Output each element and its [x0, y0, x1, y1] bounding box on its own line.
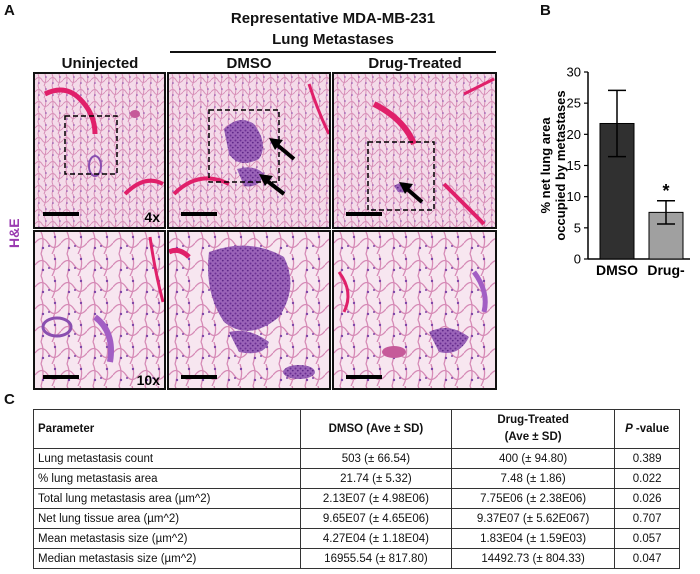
cell-p-value: 0.047	[614, 548, 680, 569]
y-tick-label: 25	[567, 96, 581, 111]
figure-title-line2: Lung Metastases	[272, 31, 394, 48]
cell-drug-treated: 9.37E07 (± 5.62E067)	[450, 508, 616, 529]
cell-parameter: Net lung tissue area (µm^2)	[33, 508, 301, 529]
cell-drug-treated: 7.75E06 (± 2.38E06)	[450, 488, 616, 509]
cell-dmso: 503 (± 66.54)	[299, 448, 452, 469]
panel-label-b: B	[540, 2, 551, 19]
micrograph-dmso-4x	[167, 72, 331, 229]
parameters-table: Parameter DMSO (Ave ± SD) Drug-Treated (…	[33, 409, 680, 569]
y-tick-label: 5	[574, 220, 581, 235]
cell-dmso: 16955.54 (± 817.80)	[299, 548, 452, 569]
cell-parameter: Mean metastasis size (µm^2)	[33, 528, 301, 549]
y-tick-label: 15	[567, 158, 581, 173]
header-dmso: DMSO (Ave ± SD)	[299, 409, 452, 449]
y-tick-label: 0	[574, 252, 581, 267]
scale-bar	[181, 212, 217, 216]
x-tick-label: Treated	[641, 277, 691, 280]
scale-bar	[43, 375, 79, 379]
micrograph-drug-treated-10x	[332, 230, 497, 390]
table-row: Median metastasis size (µm^2) 16955.54 (±…	[33, 548, 680, 569]
cell-drug-treated: 1.83E04 (± 1.59E03)	[450, 528, 616, 549]
column-header-uninjected: Uninjected	[61, 55, 139, 72]
stain-label-he: H&E	[6, 218, 22, 248]
cell-dmso: 9.65E07 (± 4.65E06)	[299, 508, 452, 529]
magnification-label-4x: 4x	[144, 209, 160, 225]
significance-marker: *	[662, 181, 669, 201]
x-tick-label: DMSO	[596, 262, 638, 278]
cell-parameter: % lung metastasis area	[33, 468, 301, 489]
cell-drug-treated: 400 (± 94.80)	[450, 448, 616, 469]
cell-p-value: 0.057	[614, 528, 680, 549]
table-row: Total lung metastasis area (µm^2) 2.13E07…	[33, 488, 680, 509]
scale-bar	[181, 375, 217, 379]
cell-parameter: Total lung metastasis area (µm^2)	[33, 488, 301, 509]
magnification-label-10x: 10x	[136, 372, 160, 388]
arrow-icon	[399, 182, 424, 204]
column-header-drug-treated: Drug-Treated	[368, 55, 462, 72]
arrow-icon	[269, 138, 296, 161]
cell-p-value: 0.707	[614, 508, 680, 529]
cell-p-value: 0.026	[614, 488, 680, 509]
header-parameter: Parameter	[33, 409, 301, 449]
cell-parameter: Lung metastasis count	[33, 448, 301, 469]
micrograph-drug-treated-4x	[332, 72, 497, 229]
table-header-row: Parameter DMSO (Ave ± SD) Drug-Treated (…	[33, 409, 680, 449]
cell-p-value: 0.389	[614, 448, 680, 469]
table-row: Net lung tissue area (µm^2) 9.65E07 (± 4.…	[33, 508, 680, 529]
cell-drug-treated: 7.48 (± 1.86)	[450, 468, 616, 489]
panel-label-a: A	[4, 2, 15, 19]
header-p-value: P -value	[614, 409, 680, 449]
header-p-rest: -value	[632, 422, 670, 435]
cell-drug-treated: 14492.73 (± 804.33)	[450, 548, 616, 569]
cell-dmso: 21.74 (± 5.32)	[299, 468, 452, 489]
scale-bar	[43, 212, 79, 216]
cell-parameter: Median metastasis size (µm^2)	[33, 548, 301, 569]
figure-title-line1: Representative MDA-MB-231	[230, 10, 436, 27]
y-tick-label: 10	[567, 189, 581, 204]
header-drug-treated: Drug-Treated (Ave ± SD)	[450, 409, 616, 449]
cell-dmso: 2.13E07 (± 4.98E06)	[299, 488, 452, 509]
header-drug-line2: (Ave ± SD)	[504, 431, 562, 443]
y-axis-label: % net lung area	[540, 117, 553, 214]
x-tick-label: Drug-	[647, 262, 685, 278]
scale-bar	[346, 212, 382, 216]
header-drug-line1: Drug-Treated	[497, 414, 569, 426]
panel-label-c: C	[4, 391, 15, 408]
table-row: % lung metastasis area 21.74 (± 5.32) 7.48…	[33, 468, 680, 489]
arrow-icon	[259, 174, 286, 196]
table-row: Mean metastasis size (µm^2) 4.27E04 (± 1.…	[33, 528, 680, 549]
micrograph-dmso-10x	[167, 230, 331, 390]
column-header-dmso: DMSO	[226, 55, 272, 72]
y-tick-label: 30	[567, 65, 581, 80]
header-rule	[170, 51, 496, 53]
table-row: Lung metastasis count 503 (± 66.54) 400 (±…	[33, 448, 680, 469]
micrograph-uninjected-4x: 4x	[33, 72, 166, 229]
header-p-italic: P	[625, 422, 633, 435]
micrograph-uninjected-10x: 10x	[33, 230, 166, 390]
cell-p-value: 0.022	[614, 468, 680, 489]
y-tick-label: 20	[567, 127, 581, 142]
y-axis-label: occupied by metastases	[553, 90, 568, 240]
cell-dmso: 4.27E04 (± 1.18E04)	[299, 528, 452, 549]
scale-bar	[346, 375, 382, 379]
